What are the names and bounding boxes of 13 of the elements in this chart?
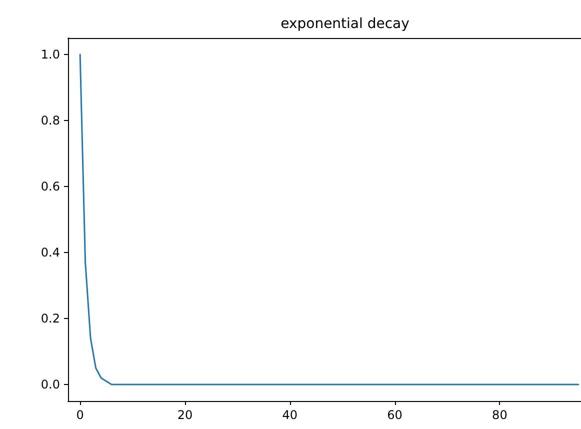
y-tick-label: 0.0 — [40, 378, 60, 392]
line-series — [79, 54, 580, 386]
y-tick-label: 0.8 — [40, 114, 60, 128]
y-tick-label: 0.2 — [40, 312, 60, 326]
x-tick-label: 40 — [282, 408, 298, 422]
chart-title: exponential decay — [280, 16, 410, 32]
x-tick-label: 60 — [387, 408, 402, 422]
x-tick-label: 20 — [177, 408, 193, 422]
y-tick-label: 0.4 — [40, 246, 60, 260]
y-tick-label: 1.0 — [40, 48, 60, 62]
y-tick-label: 0.6 — [40, 180, 60, 194]
x-tick-label: 80 — [492, 408, 508, 422]
x-tick-label: 0 — [76, 408, 84, 422]
